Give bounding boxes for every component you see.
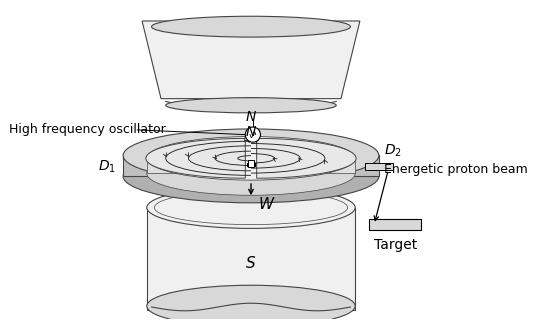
Text: S: S — [246, 256, 256, 271]
Bar — [365, 163, 393, 170]
Text: $D_2$: $D_2$ — [384, 143, 401, 159]
Polygon shape — [142, 21, 360, 99]
Bar — [248, 160, 254, 167]
Ellipse shape — [123, 150, 379, 203]
Ellipse shape — [147, 285, 355, 327]
Text: Energetic proton beam: Energetic proton beam — [384, 163, 527, 176]
Ellipse shape — [155, 191, 348, 225]
Ellipse shape — [166, 98, 336, 113]
Polygon shape — [123, 155, 379, 176]
Ellipse shape — [152, 16, 351, 37]
Text: Target: Target — [374, 238, 417, 253]
Ellipse shape — [147, 136, 355, 180]
Text: W: W — [258, 197, 274, 212]
Text: $D_1$: $D_1$ — [98, 159, 115, 175]
Bar — [369, 219, 422, 230]
Text: N: N — [246, 125, 256, 139]
Ellipse shape — [123, 129, 379, 182]
Circle shape — [245, 127, 261, 142]
Polygon shape — [147, 208, 355, 310]
Text: N: N — [246, 110, 256, 124]
Polygon shape — [147, 158, 355, 174]
Ellipse shape — [147, 152, 355, 195]
Text: High frequency oscillator: High frequency oscillator — [9, 123, 166, 136]
Polygon shape — [257, 138, 356, 178]
Polygon shape — [146, 138, 245, 178]
Ellipse shape — [147, 187, 355, 228]
Polygon shape — [245, 130, 258, 140]
